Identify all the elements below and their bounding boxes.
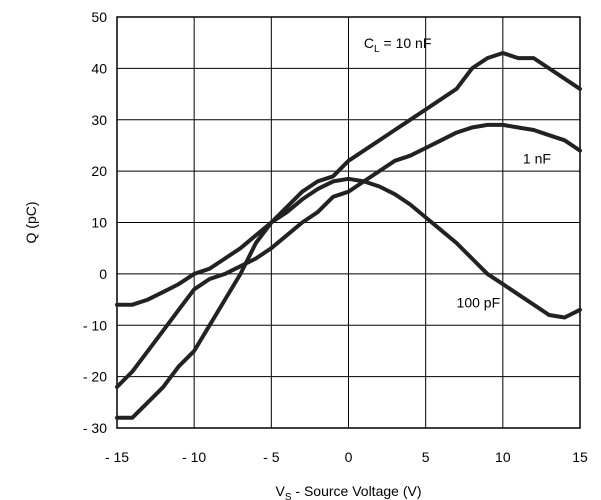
y-tick-label: 40 [91,60,107,76]
y-axis-title: Q (pC) [23,202,39,244]
x-axis-title: VS - Source Voltage (V) [276,483,422,500]
x-tick-labels: - 15 - 10 - 5 0 5 10 15 [105,449,588,465]
y-tick-label: 10 [91,215,107,231]
y-tick-label: - 10 [83,317,107,333]
y-tick-label: 30 [91,112,107,128]
x-tick-label: 5 [422,449,430,465]
series-line-1 [115,51,582,420]
x-tick-label: 15 [572,449,588,465]
y-tick-label: 0 [99,266,107,282]
x-tick-label: - 5 [263,449,280,465]
series-line-3 [115,176,582,320]
series-line-2 [115,122,582,389]
plot-frame [116,16,581,429]
y-tick-label: 20 [91,163,107,179]
y-tick-label: - 30 [83,420,107,436]
series-label-1: CL = 10 nF [364,35,431,55]
series-labels: CL = 10 nF 1 nF 100 pF [364,35,551,310]
series-lines [115,51,582,420]
y-tick-labels: - 30 - 20 - 10 0 10 20 30 40 50 [83,9,107,436]
y-tick-label: 50 [91,9,107,25]
x-tick-label: - 15 [105,449,129,465]
x-tick-label: 0 [345,449,353,465]
x-tick-label: - 10 [182,449,206,465]
y-tick-label: - 20 [83,369,107,385]
series-label-3: 100 pF [457,294,501,310]
x-tick-label: 10 [495,449,511,465]
series-label-2: 1 nF [523,150,551,166]
grid [116,16,581,429]
